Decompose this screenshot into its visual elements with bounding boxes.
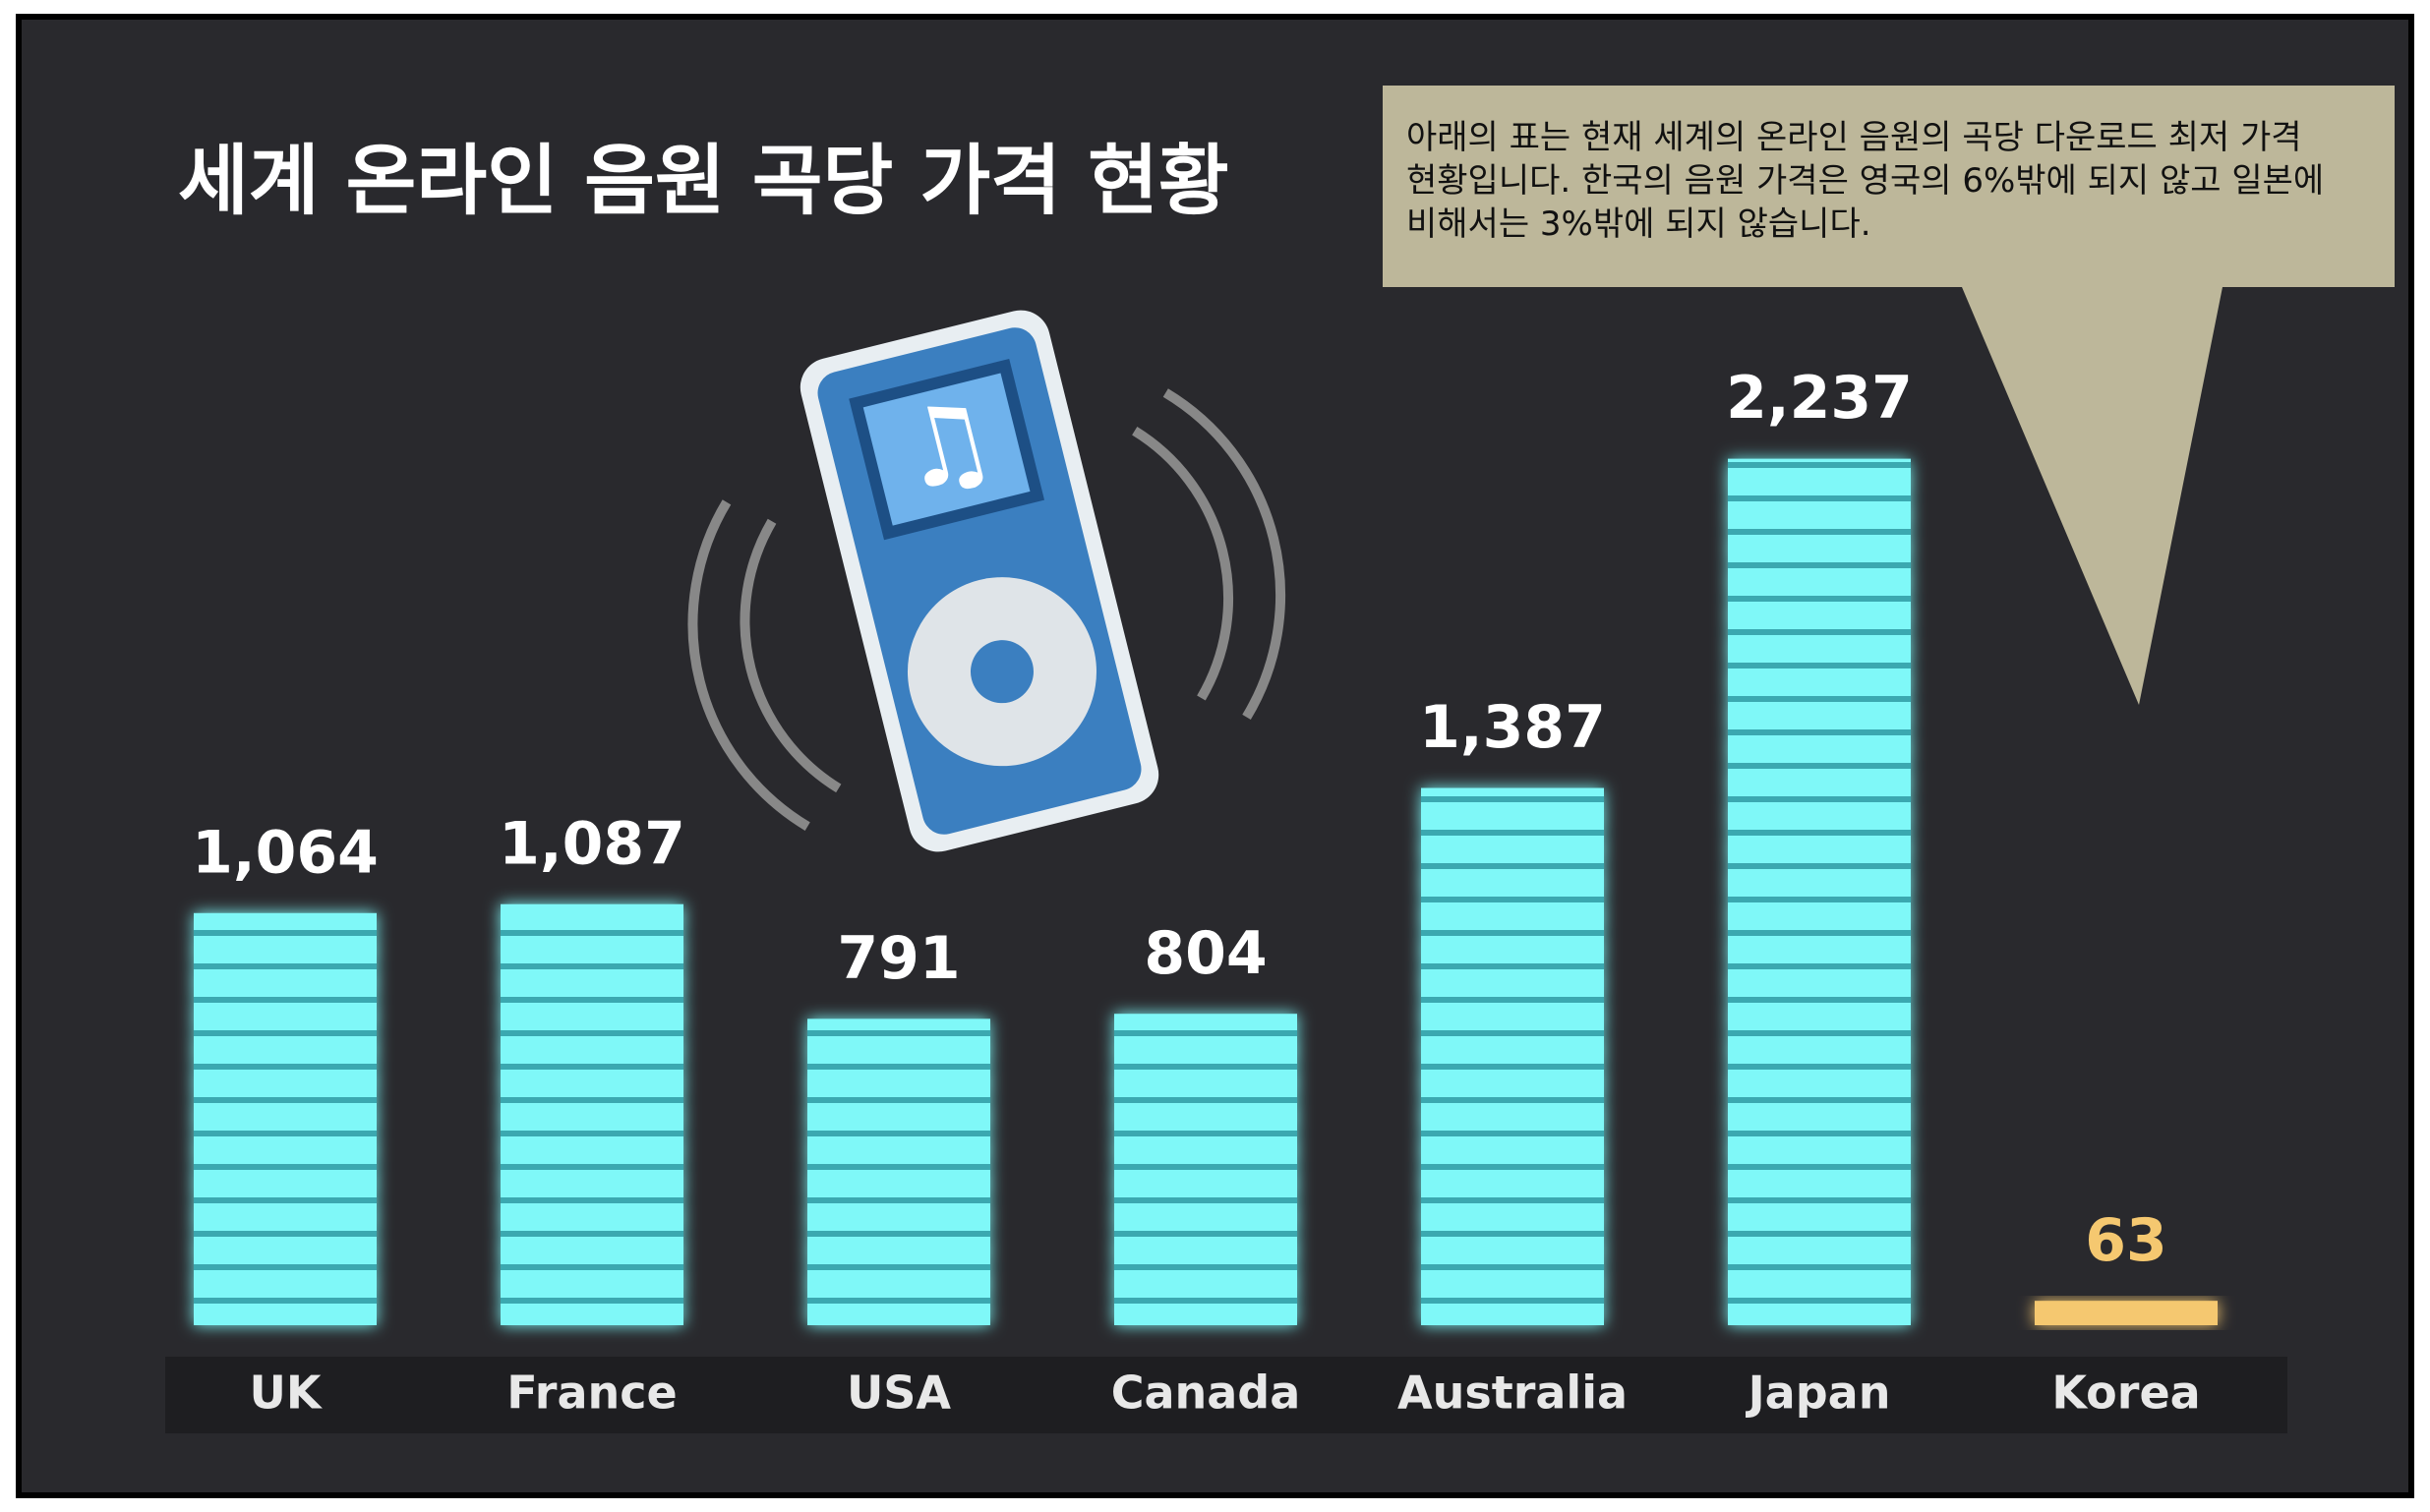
label-strip: [165, 1357, 2287, 1433]
chart-title: 세계 온라인 음원 곡당 가격 현황: [178, 137, 1229, 225]
value-label: 1,064: [192, 818, 379, 887]
x-tick-label: Canada: [1111, 1367, 1301, 1420]
callout-box: [1383, 86, 2395, 705]
bar: [807, 1018, 990, 1325]
bar: [2035, 1301, 2218, 1325]
value-label: 791: [837, 924, 960, 993]
x-tick-label: Japan: [1746, 1367, 1891, 1420]
bar: [1728, 458, 1911, 1325]
callout-text: 아래의 표는 현재 세계의 온라인 음원의 곡당 다운로드 최저 가격 현황입니…: [1406, 118, 2325, 244]
value-label: 1,387: [1419, 693, 1606, 762]
value-label: 63: [2085, 1206, 2167, 1275]
x-tick-label: Korea: [2051, 1367, 2200, 1420]
value-label: 804: [1144, 919, 1267, 988]
bar: [1421, 787, 1604, 1325]
bar: [194, 912, 377, 1325]
x-tick-label: France: [506, 1367, 677, 1420]
value-label: 2,237: [1726, 364, 1913, 433]
value-label: 1,087: [499, 809, 685, 878]
bar: [1114, 1014, 1297, 1325]
player-icon: ♫: [687, 310, 1286, 852]
x-tick-label: Australia: [1397, 1367, 1628, 1420]
x-tick-label: UK: [250, 1367, 324, 1420]
x-tick-label: USA: [847, 1367, 951, 1420]
bar: [501, 903, 683, 1325]
